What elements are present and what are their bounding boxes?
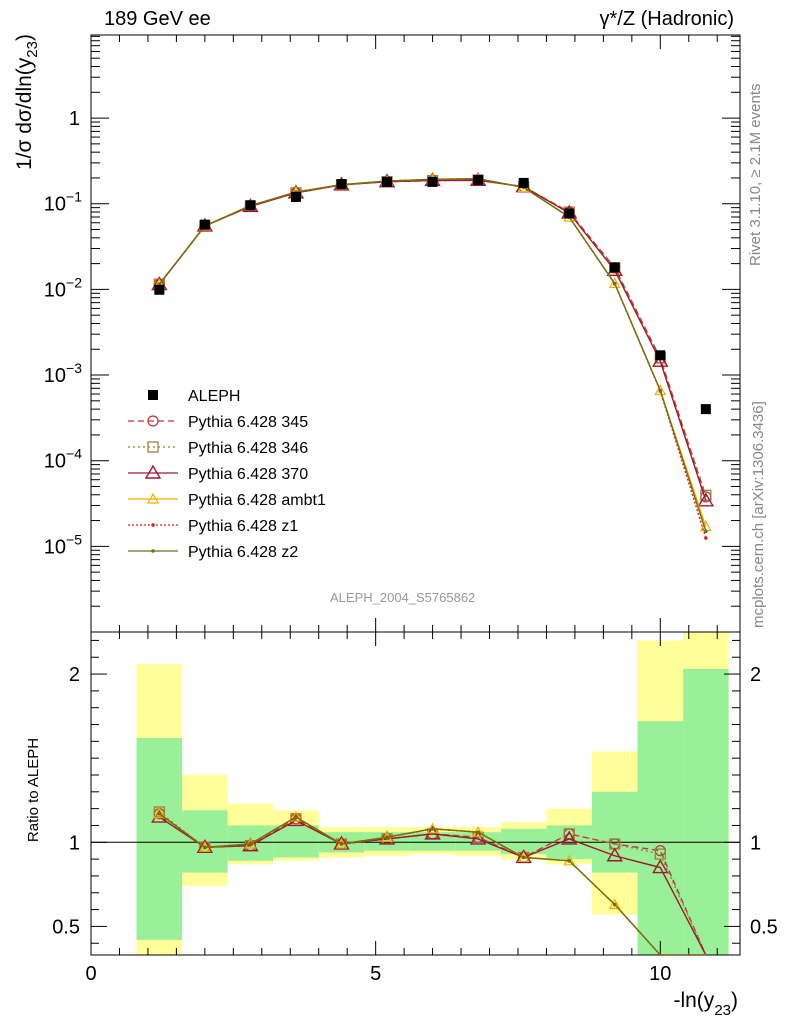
- main-point-z2-12: [704, 529, 708, 534]
- main-point-z1-12: [704, 536, 708, 540]
- aleph-point-1: [199, 219, 210, 230]
- main-y-axis-label: 1/σ dσ/dln(y23): [13, 34, 41, 170]
- main-ytick-label--2: 10−2: [44, 274, 82, 301]
- legend-marker-p370: [144, 464, 162, 479]
- main-point-z2-11: [658, 388, 663, 393]
- aleph-point-10: [609, 262, 620, 273]
- ratio-ytick-label-l-0.5: 0.5: [52, 916, 80, 938]
- main-line-z1: [158, 178, 707, 539]
- aleph-point-7: [473, 174, 484, 185]
- ratio-ytick-label-r-1: 1: [750, 832, 761, 854]
- main-ytick-label--1: 10−1: [44, 189, 82, 216]
- legend-label-ALEPH: ALEPH: [188, 388, 240, 405]
- legend-marker-z2: [151, 549, 155, 553]
- legend-label-z1: Pythia 6.428 z1: [188, 518, 298, 535]
- aleph-point-2: [245, 200, 256, 211]
- band-inner-12: [683, 669, 729, 955]
- aleph-point-0: [154, 284, 165, 295]
- band-inner-11: [637, 721, 684, 955]
- x-axis-label: -ln(y23): [673, 989, 738, 1019]
- x-tick-label-5: 5: [370, 963, 381, 985]
- ratio-point-z2-5: [385, 835, 389, 840]
- ratio-point-z2-7: [476, 830, 480, 834]
- ratio-point-z2-0: [157, 811, 162, 816]
- main-series-group: [151, 171, 715, 540]
- legend-label-p345: Pythia 6.428 345: [188, 414, 308, 431]
- ratio-y-axis-label: Ratio to ALEPH: [25, 738, 42, 842]
- band-inner-3: [273, 825, 319, 858]
- main-point-p370-12: [697, 492, 715, 507]
- main-frame: [90, 34, 741, 633]
- aleph-point-6: [427, 176, 438, 187]
- main-ytick-label-1: 1: [69, 108, 80, 130]
- ratio-ytick-label-r-0.5: 0.5: [750, 916, 778, 938]
- ratio-point-z2-4: [339, 842, 344, 846]
- ratio-point-z2-8: [521, 855, 526, 860]
- ratio-bands: [136, 632, 729, 955]
- ratio-point-p370-8: [515, 849, 532, 864]
- legend-label-p346: Pythia 6.428 346: [188, 440, 308, 457]
- ratio-point-z2-2: [248, 842, 253, 846]
- main-point-ambt1-11: [654, 384, 667, 396]
- aleph-point-12: [700, 404, 711, 415]
- ratio-point-z2-10: [612, 902, 617, 907]
- analysis-id-label: ALEPH_2004_S5765862: [330, 590, 476, 605]
- main-ytick-label--5: 10−5: [44, 531, 82, 558]
- ratio-point-z2-9: [567, 858, 572, 863]
- ratio-ytick-label-r-2: 2: [750, 664, 761, 686]
- ratio-frame: [90, 631, 741, 956]
- legend-marker-z1: [151, 523, 155, 527]
- ratio-point-z2-3: [294, 815, 298, 819]
- ratio-point-z2-1: [203, 845, 207, 850]
- legend-label-p370: Pythia 6.428 370: [188, 466, 308, 483]
- ratio-point-ambt1-10: [608, 898, 621, 910]
- ratio-point-ambt1-0: [153, 807, 166, 819]
- legend-marker-p346: [147, 441, 159, 453]
- legend-marker-ALEPH: [148, 390, 158, 400]
- aleph-point-5: [382, 176, 393, 187]
- ratio-point-z2-6: [430, 827, 435, 831]
- legend-label-ambt1: Pythia 6.428 ambt1: [188, 492, 326, 509]
- legend-marker-ambt1: [146, 492, 160, 504]
- x-tick-label-10: 10: [649, 963, 671, 985]
- aleph-point-9: [564, 208, 575, 219]
- ratio-point-p370-11: [652, 859, 669, 874]
- legend-label-z2: Pythia 6.428 z2: [188, 544, 298, 561]
- ratio-ytick-label-l-1: 1: [69, 832, 80, 854]
- legend-marker-p345: [147, 415, 159, 427]
- ratio-series-group: [151, 806, 707, 955]
- main-point-z2-10: [612, 281, 617, 286]
- header-left-label: 189 GeV ee: [104, 8, 211, 30]
- ratio-point-p346-0: [153, 806, 165, 818]
- band-inner-0: [136, 737, 183, 940]
- ratio-point-p370-10: [606, 847, 623, 862]
- main-ytick-label--4: 10−4: [44, 446, 82, 473]
- aleph-point-4: [336, 178, 347, 189]
- aleph-point-11: [655, 350, 666, 361]
- header-right-label: γ*/Z (Hadronic): [599, 8, 734, 30]
- ratio-point-p370-7: [469, 830, 487, 845]
- ratio-point-p370-1: [196, 838, 214, 854]
- main-point-ambt1-10: [608, 277, 621, 289]
- main-ytick-label--3: 10−3: [44, 360, 82, 387]
- ratio-point-ambt1-3: [289, 810, 302, 822]
- x-tick-label-0: 0: [85, 963, 96, 985]
- ratio-point-p370-9: [560, 830, 578, 845]
- aleph-point-3: [290, 191, 301, 202]
- band-inner-6: [409, 832, 456, 851]
- ratio-ytick-label-l-2: 2: [69, 664, 80, 686]
- ratio-point-p346-11: [654, 848, 666, 860]
- aleph-point-8: [518, 177, 529, 188]
